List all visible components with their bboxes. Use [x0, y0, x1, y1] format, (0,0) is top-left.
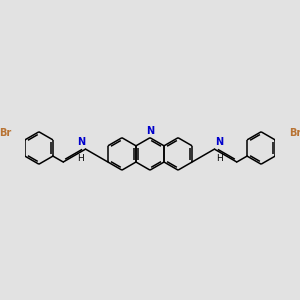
Text: H: H: [216, 154, 223, 163]
Text: H: H: [77, 154, 84, 163]
Text: Br: Br: [0, 128, 11, 138]
Text: N: N: [215, 137, 223, 147]
Text: Br: Br: [289, 128, 300, 138]
Text: N: N: [77, 137, 85, 147]
Text: N: N: [146, 126, 154, 136]
